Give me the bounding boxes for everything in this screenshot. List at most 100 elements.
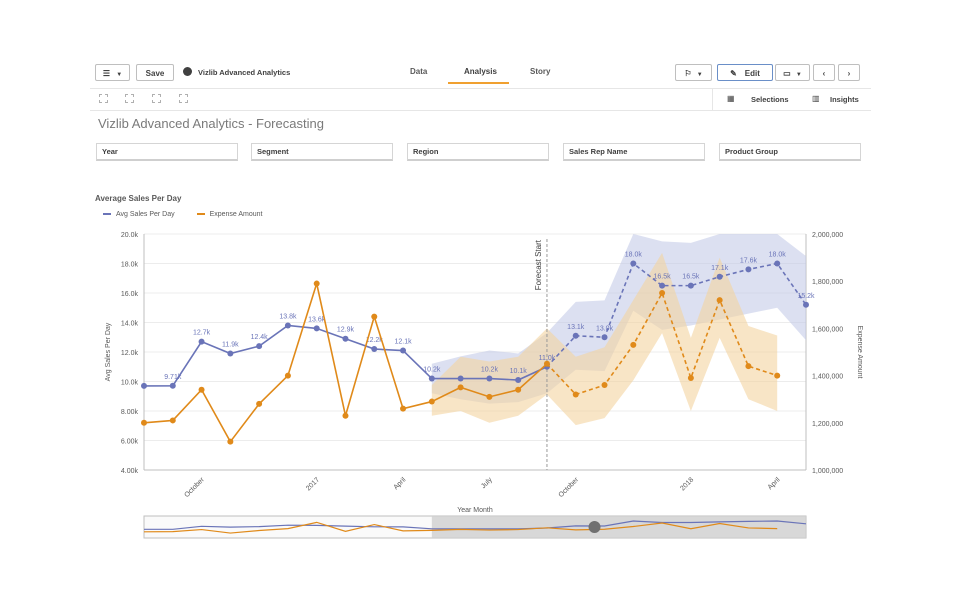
data-label: 17.6k — [740, 257, 758, 264]
filter-segment[interactable]: Segment — [251, 143, 393, 161]
data-label: 12.7k — [193, 330, 211, 337]
next-sheet-button[interactable]: › — [838, 64, 860, 81]
expense-point — [198, 386, 205, 393]
data-label: 12.4k — [251, 334, 269, 341]
expense-point — [515, 386, 522, 393]
legend-item-expense[interactable]: Expense Amount — [196, 211, 263, 218]
y-tick-label: 20.0k — [121, 232, 139, 239]
avg-sales-point — [400, 347, 407, 354]
y-tick-label: 6.00k — [121, 439, 139, 446]
avg-sales-point — [572, 332, 579, 339]
monitor-icon: ▭ — [783, 69, 791, 78]
x-tick-label: October — [558, 476, 581, 499]
filter-sales-rep-name[interactable]: Sales Rep Name — [563, 143, 705, 161]
tab-story[interactable]: Story — [530, 67, 551, 76]
insights-button[interactable]: Insights — [830, 95, 859, 104]
step-forward-icon[interactable] — [152, 94, 161, 103]
avg-sales-forecast-line — [546, 262, 807, 368]
avg-sales-point — [256, 343, 263, 350]
global-menu-button[interactable]: ☰ ▼ — [95, 64, 130, 81]
expense-point — [169, 417, 176, 424]
hamburger-icon: ☰ — [102, 69, 110, 78]
chart-legend: Avg Sales Per Day Expense Amount — [103, 211, 263, 218]
expense-point — [745, 363, 752, 370]
navigator-avg-sales-line — [143, 520, 807, 530]
data-label: 10.1k — [510, 368, 528, 375]
tab-analysis[interactable]: Analysis — [464, 67, 497, 76]
y2-tick-label: 1,000,000 — [812, 468, 843, 475]
forecast-start-label: Forecast Start — [534, 239, 543, 290]
x-tick-label: 2018 — [679, 476, 695, 492]
chart-title: Average Sales Per Day — [95, 194, 182, 203]
previous-sheet-button[interactable]: ‹ — [813, 64, 835, 81]
expense-point — [543, 360, 550, 367]
toolbar-divider — [712, 88, 713, 110]
expense-point — [716, 297, 723, 304]
app-frame: ☰ ▼ Save Vizlib Advanced Analytics Data … — [90, 58, 871, 568]
avg-sales-point — [457, 375, 464, 382]
avg-sales-point — [716, 273, 723, 280]
x-tick-label: October — [183, 476, 206, 499]
avg-sales-point — [601, 334, 608, 341]
avg-sales-point — [428, 375, 435, 382]
sheet-title: Vizlib Advanced Analytics - Forecasting — [98, 116, 324, 131]
data-label: 18.0k — [625, 252, 643, 259]
legend-item-avg-sales[interactable]: Avg Sales Per Day — [103, 211, 175, 218]
data-label: 13.8k — [279, 313, 297, 320]
data-label: 10.2k — [481, 367, 499, 374]
present-button[interactable]: ▭ ▼ — [775, 64, 810, 81]
app-globe-icon — [183, 67, 192, 76]
chevron-right-icon: › — [847, 69, 851, 78]
avg-sales-point — [284, 322, 291, 329]
avg-sales-point — [774, 260, 781, 267]
data-label: 11.9k — [222, 341, 239, 348]
insights-icon[interactable]: ▥ — [812, 94, 820, 103]
avg-sales-point — [169, 382, 176, 389]
edit-label: Edit — [744, 69, 760, 78]
y2-tick-label: 1,400,000 — [812, 374, 843, 381]
filter-year[interactable]: Year — [96, 143, 238, 161]
data-label: 9.71k — [164, 374, 182, 381]
data-label: 13.0k — [596, 325, 614, 332]
edit-button[interactable]: ✎ Edit — [717, 64, 773, 81]
step-back-icon[interactable] — [125, 94, 134, 103]
avg-sales-point — [313, 325, 320, 332]
data-label: 10.2k — [423, 367, 441, 374]
expense-point — [428, 398, 435, 405]
expense-point — [659, 290, 666, 296]
avg-sales-point — [803, 301, 809, 308]
clear-all-icon[interactable] — [179, 94, 188, 103]
avg-sales-point — [659, 282, 666, 289]
expense-point — [687, 374, 694, 381]
data-label: 13.1k — [567, 324, 585, 331]
avg-sales-point — [515, 377, 522, 384]
avg-sales-point — [227, 350, 234, 357]
data-label: 16.5k — [654, 274, 672, 281]
y-tick-label: 12.0k — [121, 350, 139, 357]
data-label: 12.2k — [366, 337, 384, 344]
save-button[interactable]: Save — [136, 64, 174, 81]
tab-data[interactable]: Data — [410, 67, 428, 76]
data-label: 16.5k — [682, 274, 700, 281]
pencil-icon: ✎ — [730, 69, 737, 78]
data-label: 12.9k — [337, 327, 355, 334]
y-tick-label: 16.0k — [121, 291, 139, 298]
expense-point — [313, 280, 320, 287]
data-label: 12.1k — [394, 339, 412, 346]
expense-point — [486, 393, 493, 400]
x-tick-label: July — [480, 476, 494, 490]
forecast-chart[interactable]: 4.00k 6.00k 8.00k 10.0k 12.0k 14.0k 16.0k 18.0k… — [90, 138, 871, 568]
selections-button[interactable]: Selections — [751, 95, 789, 104]
expense-point — [227, 438, 234, 445]
avg-sales-point — [198, 338, 205, 345]
smart-search-icon[interactable] — [99, 94, 108, 103]
filter-region[interactable]: Region — [407, 143, 549, 161]
selections-icon[interactable]: ▦ — [727, 94, 735, 103]
bookmark-button[interactable]: ⚐ ▼ — [675, 64, 712, 81]
chevron-down-icon: ▼ — [696, 72, 703, 78]
avg-sales-point — [687, 282, 694, 289]
filter-product-group[interactable]: Product Group — [719, 143, 861, 161]
chevron-down-icon: ▼ — [795, 72, 802, 78]
active-tab-indicator — [448, 82, 509, 84]
y2-axis-title: Expense Amount — [856, 326, 863, 379]
